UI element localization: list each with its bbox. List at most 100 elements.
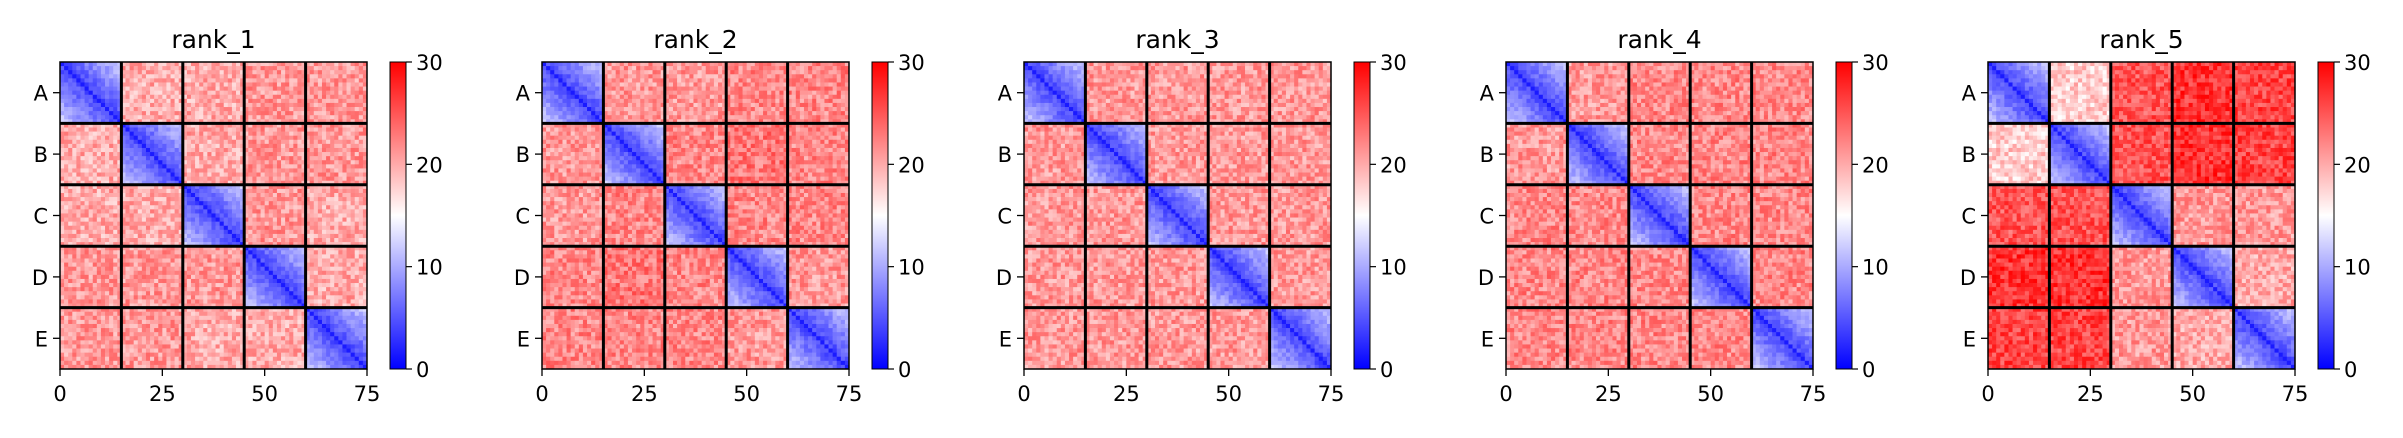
- heatmap-cell: [355, 66, 359, 70]
- heatmap-cell: [93, 328, 97, 332]
- heatmap-cell: [138, 177, 142, 181]
- heatmap-cell: [138, 164, 142, 168]
- heatmap-cell: [314, 250, 318, 254]
- heatmap-cell: [224, 82, 228, 86]
- heatmap-cell: [359, 115, 363, 119]
- heatmap-cell: [228, 197, 232, 201]
- heatmap-cell: [166, 279, 170, 283]
- heatmap-cell: [125, 328, 129, 332]
- heatmap-cell: [134, 91, 138, 95]
- heatmap-cell: [191, 148, 195, 152]
- heatmap-cell: [154, 328, 158, 332]
- heatmap-cell: [347, 267, 351, 271]
- heatmap-cell: [216, 332, 220, 336]
- heatmap-cell: [326, 226, 330, 230]
- heatmap-cell: [85, 189, 89, 193]
- heatmap-cell: [166, 201, 170, 205]
- heatmap-cell: [236, 95, 240, 99]
- heatmap-cell: [199, 316, 203, 320]
- heatmap-cell: [203, 226, 207, 230]
- heatmap-cell: [330, 193, 334, 197]
- heatmap-cell: [64, 205, 68, 209]
- heatmap-cell: [150, 156, 154, 160]
- heatmap-cell: [322, 152, 326, 156]
- heatmap-cell: [265, 189, 269, 193]
- heatmap-cell: [330, 275, 334, 279]
- heatmap-cell: [166, 91, 170, 95]
- heatmap-cell: [269, 91, 273, 95]
- heatmap-cell: [142, 258, 146, 262]
- heatmap-cell: [252, 271, 256, 275]
- heatmap-cell: [125, 279, 129, 283]
- heatmap-cell: [64, 222, 68, 226]
- heatmap-cell: [138, 238, 142, 242]
- heatmap-cell: [203, 218, 207, 222]
- heatmap-cell: [76, 144, 80, 148]
- heatmap-cell: [224, 140, 228, 144]
- heatmap-cell: [97, 95, 101, 99]
- heatmap-cell: [322, 132, 326, 136]
- heatmap-cell: [101, 148, 105, 152]
- heatmap-cell: [310, 82, 314, 86]
- heatmap-cell: [322, 222, 326, 226]
- heatmap-cell: [338, 177, 342, 181]
- heatmap-cell: [125, 78, 129, 82]
- heatmap-cell: [285, 156, 289, 160]
- heatmap-cell: [359, 205, 363, 209]
- heatmap-cell: [269, 164, 273, 168]
- heatmap-cell: [72, 66, 76, 70]
- heatmap-cell: [216, 132, 220, 136]
- heatmap-cell: [326, 140, 330, 144]
- heatmap-cell: [277, 250, 281, 254]
- heatmap-cell: [314, 201, 318, 205]
- heatmap-cell: [138, 152, 142, 156]
- heatmap-cell: [248, 328, 252, 332]
- heatmap-cell: [351, 238, 355, 242]
- heatmap-cell: [351, 324, 355, 328]
- heatmap-cell: [207, 66, 211, 70]
- heatmap-cell: [80, 275, 84, 279]
- heatmap-cell: [195, 197, 199, 201]
- heatmap-cell: [72, 193, 76, 197]
- heatmap-cell: [211, 283, 215, 287]
- heatmap-cell: [203, 136, 207, 140]
- heatmap-cell: [216, 263, 220, 267]
- heatmap-cell: [68, 230, 72, 234]
- heatmap-cell: [359, 295, 363, 299]
- heatmap-cell: [171, 91, 175, 95]
- heatmap-cell: [236, 238, 240, 242]
- heatmap-cell: [166, 263, 170, 267]
- heatmap-cell: [265, 205, 269, 209]
- heatmap-cell: [232, 209, 236, 213]
- heatmap-cell: [154, 250, 158, 254]
- heatmap-cell: [310, 271, 314, 275]
- heatmap-cell: [277, 271, 281, 275]
- heatmap-cell: [142, 82, 146, 86]
- heatmap-cell: [76, 258, 80, 262]
- heatmap-cell: [334, 177, 338, 181]
- heatmap-cell: [359, 164, 363, 168]
- heatmap-cell: [355, 82, 359, 86]
- heatmap-cell: [277, 193, 281, 197]
- heatmap-cell: [72, 164, 76, 168]
- heatmap-cell: [252, 136, 256, 140]
- heatmap-cell: [330, 156, 334, 160]
- heatmap-cell: [93, 230, 97, 234]
- heatmap-cell: [338, 213, 342, 217]
- heatmap-cell: [338, 312, 342, 316]
- heatmap-cell: [310, 103, 314, 107]
- heatmap-cell: [138, 189, 142, 193]
- heatmap-cell: [105, 95, 109, 99]
- heatmap-cell: [220, 95, 224, 99]
- heatmap-cell: [154, 148, 158, 152]
- heatmap-cell: [359, 312, 363, 316]
- heatmap-cell: [330, 136, 334, 140]
- heatmap-cell: [154, 168, 158, 172]
- heatmap-cell: [285, 115, 289, 119]
- heatmap-cell: [80, 332, 84, 336]
- heatmap-cell: [248, 78, 252, 82]
- heatmap-cell: [101, 201, 105, 205]
- heatmap-cell: [162, 263, 166, 267]
- heatmap-cell: [130, 95, 134, 99]
- heatmap-cell: [134, 279, 138, 283]
